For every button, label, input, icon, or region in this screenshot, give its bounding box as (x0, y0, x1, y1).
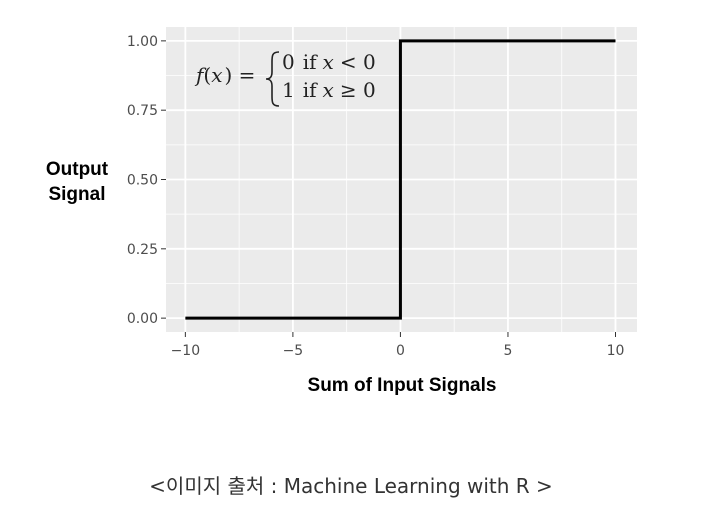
x-axis-title: Sum of Input Signals (308, 375, 497, 396)
x-tick-label: 0 (396, 343, 405, 359)
y-tick-label: 0.00 (127, 311, 158, 327)
y-axis-title-line-2: Signal (48, 184, 105, 205)
y-tick-label: 0.75 (127, 103, 158, 119)
formula-brace (265, 51, 280, 107)
x-tick-label: 5 (503, 343, 512, 359)
formula-lhs: f(x) = (194, 63, 255, 87)
formula-case-1: 0 if x < 0 (282, 50, 376, 74)
x-tick-label: −5 (283, 343, 304, 359)
tick-labels: −10 −5 0 5 10 0.00 0.25 0.50 0.75 1.00 (127, 34, 625, 359)
x-tick-label: 10 (607, 343, 625, 359)
y-axis-title-line-1: Output (46, 159, 109, 180)
image-source-caption: <이미지 출처 : Machine Learning with R > (149, 474, 553, 498)
formula-case-2: 1 if x ≥ 0 (282, 78, 376, 102)
step-function-formula: f(x) = 0 if x < 0 1 if x ≥ 0 (194, 50, 376, 107)
step-function-line (185, 39, 616, 320)
step-function-chart: −10 −5 0 5 10 0.00 0.25 0.50 0.75 1.00 f(x) = 0 if… (46, 27, 637, 396)
y-tick-label: 0.25 (127, 242, 158, 258)
y-tick-label: 0.50 (127, 173, 158, 189)
axis-ticks (161, 40, 616, 337)
x-tick-label: −10 (171, 343, 201, 359)
y-tick-label: 1.00 (127, 34, 158, 50)
